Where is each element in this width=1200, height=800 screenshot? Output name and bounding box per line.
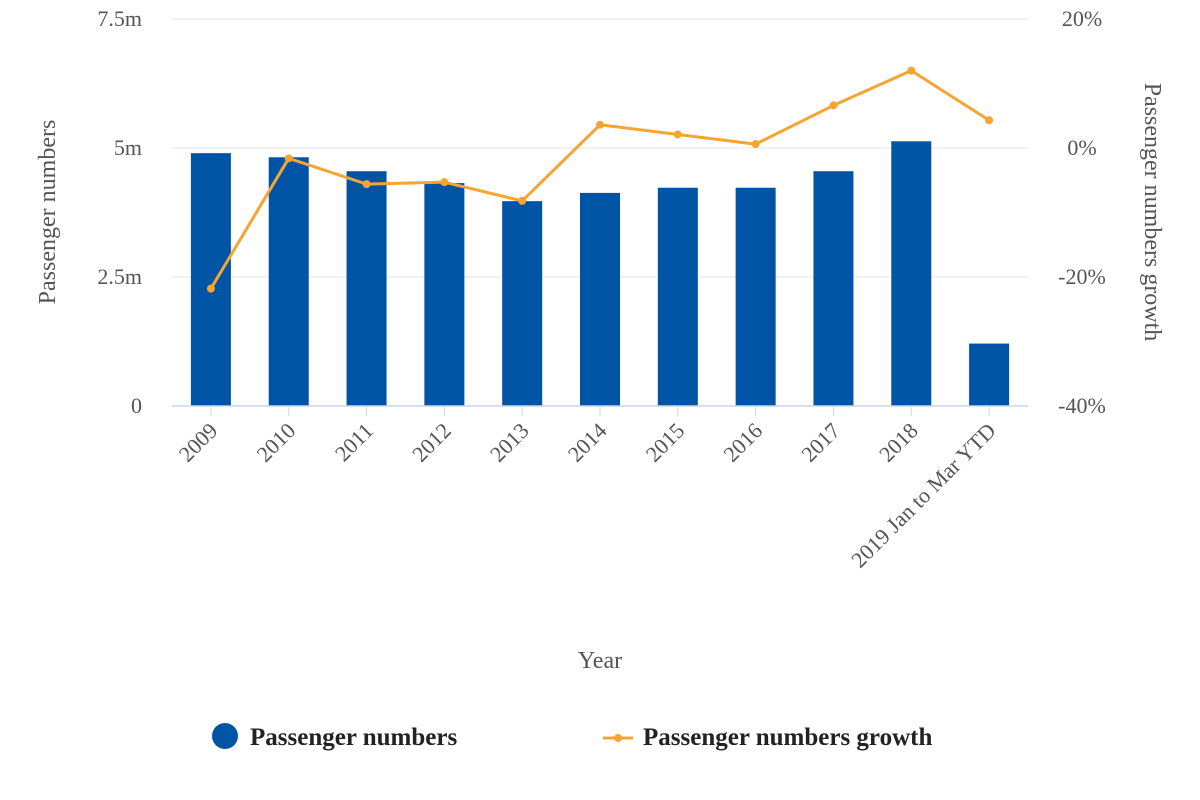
growth-point-2018[interactable] bbox=[907, 66, 916, 75]
legend-item-passenger-numbers[interactable]: Passenger numbers bbox=[212, 723, 457, 751]
x-tick-label: 2011 bbox=[330, 418, 378, 466]
bar-2012[interactable] bbox=[424, 183, 465, 406]
bar-2013[interactable] bbox=[502, 201, 543, 406]
bar-2015[interactable] bbox=[657, 187, 698, 406]
y-left-axis-title: Passenger numbers bbox=[35, 120, 61, 305]
x-tick-label: 2019 Jan to Mar YTD bbox=[846, 418, 1001, 573]
x-tick-label: 2012 bbox=[407, 418, 456, 467]
bar-2009[interactable] bbox=[190, 153, 231, 406]
bar-2017[interactable] bbox=[813, 171, 854, 406]
bar-2019-jan-to-mar-ytd[interactable] bbox=[969, 343, 1010, 406]
growth-point-2015[interactable] bbox=[673, 130, 682, 139]
legend-swatch-circle bbox=[212, 723, 238, 749]
bar-2018[interactable] bbox=[891, 141, 932, 407]
line-series bbox=[206, 66, 994, 293]
growth-point-2009[interactable] bbox=[206, 284, 215, 293]
y-left-tick-label: 2.5m bbox=[97, 264, 142, 289]
x-tick-label: 2010 bbox=[251, 418, 300, 467]
growth-point-2013[interactable] bbox=[518, 196, 527, 205]
y-right-tick-label: -20% bbox=[1058, 264, 1106, 289]
legend: Passenger numbers Passenger numbers growt… bbox=[212, 723, 932, 751]
bar-2014[interactable] bbox=[580, 192, 620, 406]
bar-2010[interactable] bbox=[268, 157, 309, 406]
bar-series bbox=[190, 141, 1010, 407]
x-tick-label: 2017 bbox=[796, 418, 845, 467]
x-tick-label: 2015 bbox=[641, 418, 690, 467]
y-right-axis-title: Passenger numbers growth bbox=[1139, 83, 1165, 342]
y-right-tick-label: 20% bbox=[1062, 6, 1102, 31]
y-left-tick-label: 5m bbox=[114, 135, 142, 160]
x-tick-label: 2016 bbox=[718, 418, 767, 467]
growth-point-2011[interactable] bbox=[362, 180, 371, 189]
legend-swatch-marker bbox=[614, 734, 622, 742]
x-tick-label: 2013 bbox=[485, 418, 534, 467]
x-tick-label: 2014 bbox=[563, 418, 612, 467]
legend-item-passenger-numbers-growth[interactable]: Passenger numbers growth bbox=[603, 724, 932, 751]
legend-label: Passenger numbers growth bbox=[643, 724, 932, 751]
growth-point-2019-jan-to-mar-ytd[interactable] bbox=[985, 116, 994, 125]
growth-point-2010[interactable] bbox=[284, 154, 293, 163]
y-right-tick-label: -40% bbox=[1058, 393, 1106, 418]
x-axis-title: Year bbox=[578, 648, 622, 674]
growth-point-2012[interactable] bbox=[440, 178, 449, 187]
growth-point-2014[interactable] bbox=[596, 120, 604, 129]
legend-label: Passenger numbers bbox=[250, 724, 457, 751]
growth-point-2017[interactable] bbox=[829, 101, 838, 110]
x-tick-label: 2009 bbox=[174, 418, 223, 467]
growth-point-2016[interactable] bbox=[751, 140, 760, 149]
y-left-tick-label: 7.5m bbox=[97, 6, 142, 31]
x-tick-label: 2018 bbox=[874, 418, 923, 467]
y-right-tick-label: 0% bbox=[1067, 135, 1096, 160]
bar-2016[interactable] bbox=[735, 187, 776, 406]
y-left-tick-label: 0 bbox=[131, 393, 142, 418]
bar-2011[interactable] bbox=[346, 171, 387, 406]
